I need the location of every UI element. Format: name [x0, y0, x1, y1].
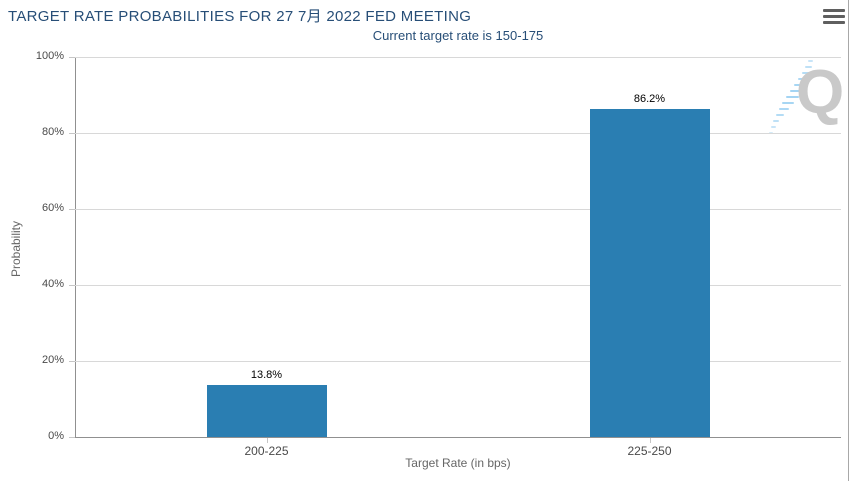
gridline	[75, 285, 841, 286]
watermark-dash	[771, 126, 776, 128]
y-tick	[69, 437, 75, 438]
x-tick	[649, 438, 651, 443]
y-tick-label: 60%	[41, 202, 64, 214]
x-axis-title: Target Rate (in bps)	[405, 456, 511, 470]
y-tick-label: 0%	[48, 430, 64, 442]
y-tick	[69, 57, 75, 58]
panel-right-border	[848, 0, 849, 481]
watermark-dash	[808, 60, 813, 62]
bar[interactable]	[589, 109, 710, 437]
y-axis-title: Probability	[9, 220, 23, 278]
watermark-dash	[790, 90, 804, 92]
y-tick-label: 80%	[41, 126, 64, 138]
x-category-label: 225-250	[627, 444, 672, 458]
gridline	[75, 57, 841, 58]
y-tick-label: 40%	[41, 278, 64, 290]
gridline	[75, 133, 841, 134]
q-letter: Q	[796, 58, 845, 127]
gridline	[75, 209, 841, 210]
y-axis-line	[75, 57, 76, 438]
watermark-dash	[798, 78, 809, 80]
watermark-dash	[805, 66, 812, 68]
x-axis-line	[75, 437, 841, 438]
watermark-dash	[782, 102, 794, 104]
y-tick	[69, 133, 75, 134]
watermark-dash	[773, 120, 779, 122]
bar[interactable]	[206, 384, 327, 437]
y-tick	[69, 285, 75, 286]
q-logo-watermark: Q	[768, 58, 848, 153]
y-tick	[69, 361, 75, 362]
watermark-dash	[779, 108, 789, 110]
export-menu-button[interactable]	[820, 4, 848, 28]
chart-title: TARGET RATE PROBABILITIES FOR 27 7月 2022…	[8, 8, 472, 25]
watermark-dash	[776, 114, 784, 116]
x-category-label: 200-225	[244, 444, 289, 458]
x-tick	[266, 438, 268, 443]
gridline	[75, 361, 841, 362]
chart-subtitle: Current target rate is 150-175	[372, 28, 544, 43]
bar-data-label: 13.8%	[250, 368, 283, 381]
y-tick-label: 20%	[41, 354, 64, 366]
watermark-dash	[786, 96, 799, 98]
watermark-dash	[794, 84, 807, 86]
bar-data-label: 86.2%	[633, 93, 666, 106]
y-tick	[69, 209, 75, 210]
watermark-dash	[802, 72, 811, 74]
hamburger-icon	[823, 8, 845, 12]
y-tick-label: 100%	[35, 50, 64, 62]
